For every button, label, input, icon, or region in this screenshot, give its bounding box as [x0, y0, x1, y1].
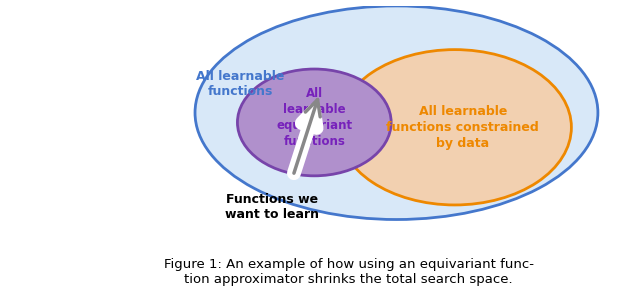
- Text: All
learnable
equivariant
functions: All learnable equivariant functions: [277, 87, 352, 148]
- Text: Functions we
want to learn: Functions we want to learn: [225, 193, 319, 221]
- Ellipse shape: [237, 69, 391, 176]
- Text: Figure 1: An example of how using an equivariant func-
tion approximator shrinks: Figure 1: An example of how using an equ…: [164, 258, 534, 286]
- Ellipse shape: [338, 50, 572, 205]
- Ellipse shape: [195, 6, 598, 220]
- Text: All learnable
functions constrained
by data: All learnable functions constrained by d…: [386, 105, 539, 150]
- Text: All learnable
functions: All learnable functions: [196, 70, 284, 98]
